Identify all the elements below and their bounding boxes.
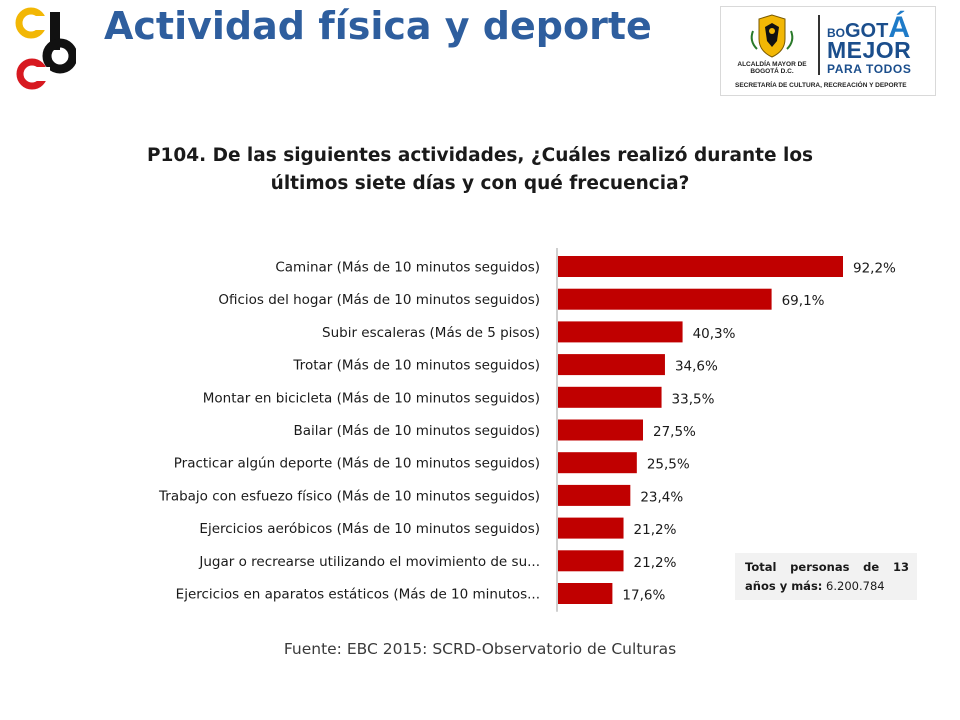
bar: [558, 256, 843, 277]
bogota-logo: ALCALDÍA MAYOR DE BOGOTÁ D.C. BOGOTÁ MEJ…: [720, 6, 936, 96]
data-label: 25,5%: [647, 457, 690, 473]
bogota-got: GOT: [845, 20, 889, 42]
chart-title: P104. De las siguientes actividades, ¿Cu…: [146, 145, 814, 194]
bar: [558, 550, 624, 572]
logo-divider: [818, 15, 820, 75]
alcaldia-text: ALCALDÍA MAYOR DE BOGOTÁ D.C.: [737, 61, 807, 75]
mejor-word: MEJOR: [827, 37, 912, 63]
bar: [558, 321, 683, 343]
category-label: Practicar algún deporte (Más de 10 minut…: [174, 456, 540, 472]
alcaldia-crest: ALCALDÍA MAYOR DE BOGOTÁ D.C.: [729, 11, 815, 81]
category-label: Subir escaleras (Más de 5 pisos): [322, 325, 540, 341]
category-label: Montar en bicicleta (Más de 10 minutos s…: [203, 390, 540, 406]
category-label: Bailar (Más de 10 minutos seguidos): [293, 423, 540, 439]
bogota-mejor-logo: BOGOTÁ MEJOR PARA TODOS: [827, 9, 931, 79]
bar: [558, 484, 631, 506]
bogota-word: BOGOTÁ: [827, 11, 910, 45]
bar: [558, 517, 624, 539]
bar: [558, 583, 613, 604]
category-label: Oficios del hogar (Más de 10 minutos seg…: [218, 292, 540, 308]
data-label: 40,3%: [693, 326, 736, 342]
secretaria-text: SECRETARÍA DE CULTURA, RECREACIÓN Y DEPO…: [735, 82, 907, 89]
bar: [558, 419, 644, 441]
category-label: Caminar (Más de 10 minutos seguidos): [275, 260, 540, 276]
category-label: Trotar (Más de 10 minutos seguidos): [292, 358, 540, 374]
data-label: 92,2%: [853, 261, 896, 277]
culture-logo-left: [15, 7, 76, 90]
bar: [558, 386, 662, 408]
para-todos-word: PARA TODOS: [827, 62, 912, 76]
data-label: 23,4%: [640, 489, 683, 505]
data-label: 21,2%: [634, 522, 677, 538]
total-value: 6.200.784: [826, 579, 885, 593]
bogota-a: Á: [888, 11, 911, 44]
bar: [558, 288, 772, 310]
data-label: 33,5%: [672, 391, 715, 407]
data-label: 34,6%: [675, 359, 718, 375]
data-label: 21,2%: [634, 555, 677, 571]
slide-title: Actividad física y deporte: [104, 4, 652, 48]
total-box: Total personas de 13 años y más: 6.200.7…: [735, 553, 917, 600]
category-label: Ejercicios en aparatos estáticos (Más de…: [176, 587, 540, 603]
data-label: 69,1%: [782, 293, 825, 309]
total-label: Total personas de 13 años y más:: [745, 560, 909, 593]
bogota-bo: BO: [827, 26, 845, 40]
category-label: Ejercicios aeróbicos (Más de 10 minutos …: [199, 521, 540, 537]
category-label: Jugar o recrearse utilizando el movimien…: [198, 554, 540, 570]
data-label: 17,6%: [622, 588, 665, 604]
coat-of-arms-icon: [750, 14, 794, 58]
bar: [558, 452, 637, 474]
category-label: Trabajo con esfuezo físico (Más de 10 mi…: [158, 488, 540, 504]
source-text: Fuente: EBC 2015: SCRD-Observatorio de C…: [283, 640, 677, 658]
bar: [558, 354, 665, 376]
data-label: 27,5%: [653, 424, 696, 440]
